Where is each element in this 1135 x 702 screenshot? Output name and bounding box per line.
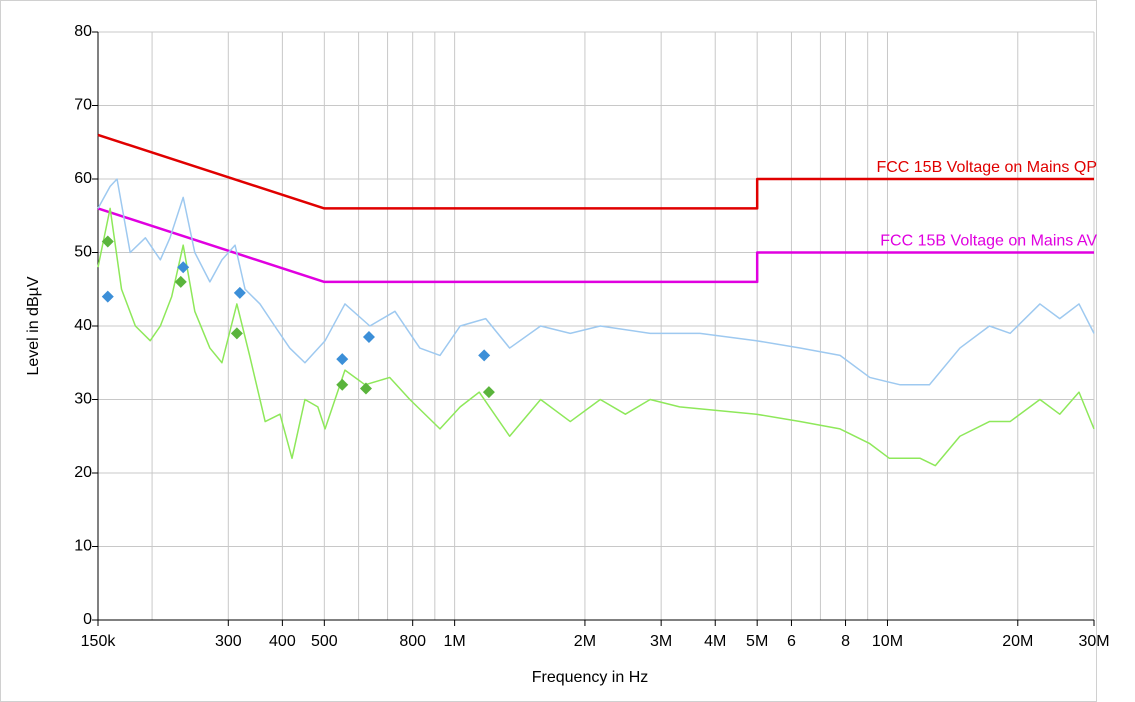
y-tick-label: 10 (74, 538, 92, 555)
marker (362, 331, 375, 344)
y-tick-label: 0 (83, 611, 92, 628)
x-tick-label: 6 (787, 633, 796, 650)
x-tick-label: 300 (215, 633, 242, 650)
y-tick-label: 60 (74, 170, 92, 187)
x-tick-label: 1M (444, 633, 466, 650)
y-tick-label: 70 (74, 97, 92, 114)
trace (97, 207, 1095, 467)
limit-label: FCC 15B Voltage on Mains QP (876, 159, 1097, 176)
marker (359, 382, 372, 395)
marker (336, 353, 349, 366)
marker (336, 378, 349, 391)
trace (97, 133, 1094, 210)
x-tick-label: 10M (872, 633, 903, 650)
x-tick-label: 150k (81, 633, 117, 650)
x-tick-label: 20M (1002, 633, 1033, 650)
x-tick-label: 400 (269, 633, 296, 650)
y-tick-label: 20 (74, 464, 92, 481)
y-tick-label: 40 (74, 317, 92, 334)
x-tick-label: 800 (399, 633, 426, 650)
trace (97, 207, 1094, 284)
y-tick-label: 80 (74, 23, 92, 40)
limit-label: FCC 15B Voltage on Mains AV (880, 233, 1097, 250)
y-tick-label: 30 (74, 391, 92, 408)
x-tick-label: 4M (704, 633, 726, 650)
marker (230, 327, 243, 340)
trace (97, 178, 1095, 386)
x-tick-label: 5M (746, 633, 768, 650)
x-tick-label: 8 (841, 633, 850, 650)
marker (101, 290, 114, 303)
x-tick-label: 3M (650, 633, 672, 650)
marker (101, 235, 114, 248)
marker (478, 349, 491, 362)
x-tick-label: 2M (574, 633, 596, 650)
x-tick-label: 500 (311, 633, 338, 650)
marker (233, 286, 246, 299)
x-axis-label: Frequency in Hz (532, 669, 649, 686)
marker (174, 275, 187, 288)
marker (177, 261, 190, 274)
y-tick-label: 50 (74, 244, 92, 261)
marker (482, 386, 495, 399)
x-tick-label: 30M (1078, 633, 1109, 650)
y-axis-label: Level in dBµV (25, 276, 42, 375)
